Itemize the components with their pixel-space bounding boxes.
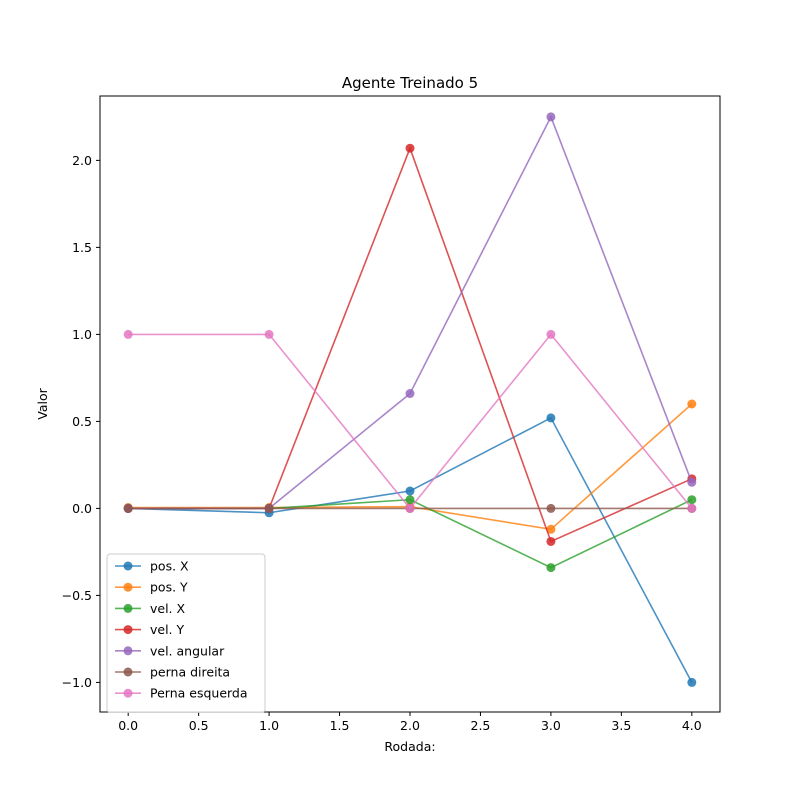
- data-point: [123, 503, 133, 513]
- y-tick-label: 0.0: [72, 501, 92, 516]
- y-tick-label: −1.0: [62, 675, 92, 690]
- data-point: [405, 143, 415, 153]
- legend-label: pos. Y: [150, 580, 188, 595]
- data-point: [546, 536, 556, 546]
- x-axis: 0.0 0.5 1.0 1.5 2.0 2.5 3.0 3.5 4.0: [118, 712, 702, 733]
- legend-box: [106, 553, 266, 713]
- x-axis-label: Rodada:: [384, 739, 435, 754]
- data-point: [546, 329, 556, 339]
- x-tick-label: 1.0: [259, 718, 279, 733]
- x-tick-label: 0.5: [189, 718, 209, 733]
- x-tick-label: 2.5: [471, 718, 491, 733]
- legend-marker: [123, 667, 133, 677]
- legend-item: vel. X: [115, 601, 186, 616]
- legend-marker: [123, 646, 133, 656]
- y-tick-label: 1.0: [72, 327, 92, 342]
- data-point: [687, 503, 697, 513]
- data-point: [687, 495, 697, 505]
- data-point: [405, 486, 415, 496]
- data-point: [264, 503, 274, 513]
- data-point: [123, 329, 133, 339]
- legend-item: pos. X: [115, 559, 189, 574]
- y-tick-label: 1.5: [72, 240, 92, 255]
- legend-item: vel. angular: [115, 643, 225, 658]
- legend-label: vel. angular: [150, 643, 225, 658]
- legend-marker: [123, 688, 133, 698]
- y-tick-label: 2.0: [72, 153, 92, 168]
- data-point: [687, 477, 697, 487]
- legend-label: pos. X: [150, 559, 189, 574]
- legend-item: vel. Y: [115, 622, 185, 637]
- x-tick-label: 3.5: [611, 718, 631, 733]
- y-axis: −1.0 −0.5 0.0 0.5 1.0 1.5 2.0: [62, 153, 100, 690]
- x-tick-label: 2.0: [400, 718, 420, 733]
- legend-label: perna direita: [150, 665, 230, 680]
- data-point: [546, 112, 556, 122]
- legend-marker: [123, 625, 133, 635]
- legend-marker: [123, 582, 133, 592]
- data-point: [405, 495, 415, 505]
- x-tick-label: 1.5: [330, 718, 350, 733]
- x-tick-label: 3.0: [541, 718, 561, 733]
- legend-marker: [123, 603, 133, 613]
- legend-marker: [123, 561, 133, 571]
- y-tick-label: −0.5: [62, 588, 92, 603]
- x-tick-label: 4.0: [682, 718, 702, 733]
- data-point: [546, 413, 556, 423]
- y-tick-label: 0.5: [72, 414, 92, 429]
- series-6: [123, 329, 697, 513]
- data-point: [405, 389, 415, 399]
- legend-item: Perna esquerda: [115, 686, 248, 701]
- x-tick-label: 0.0: [118, 718, 138, 733]
- data-point: [546, 503, 556, 513]
- plot-area: [123, 112, 697, 687]
- legend-item: pos. Y: [115, 580, 188, 595]
- legend-label: vel. X: [150, 601, 186, 616]
- legend: pos. X pos. Y vel. X vel. Y vel. angular pern…: [106, 553, 266, 713]
- data-point: [264, 329, 274, 339]
- data-point: [546, 563, 556, 573]
- legend-item: perna direita: [115, 665, 230, 680]
- data-point: [687, 677, 697, 687]
- legend-label: vel. Y: [150, 622, 185, 637]
- chart-title: Agente Treinado 5: [342, 74, 478, 92]
- y-axis-label: Valor: [35, 387, 50, 419]
- data-point: [405, 503, 415, 513]
- data-point: [546, 524, 556, 534]
- data-point: [687, 399, 697, 409]
- legend-label: Perna esquerda: [150, 686, 248, 701]
